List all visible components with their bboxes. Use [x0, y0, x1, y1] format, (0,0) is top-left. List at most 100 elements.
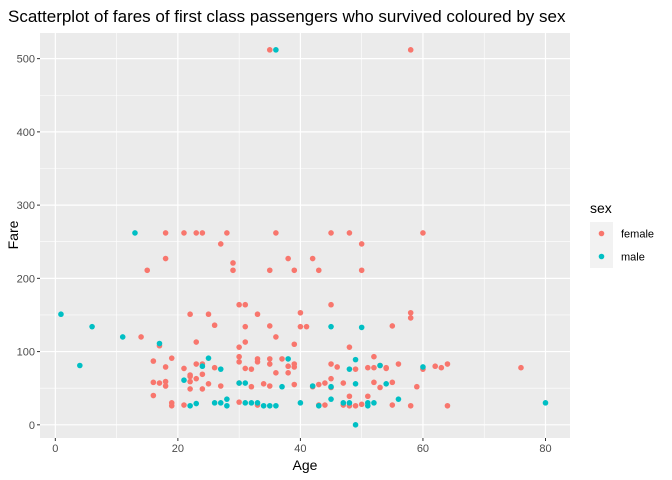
- data-point-female: [328, 375, 334, 382]
- data-point-female: [315, 381, 322, 388]
- data-point-female: [187, 378, 193, 385]
- data-point-female: [334, 364, 340, 370]
- data-point-female: [389, 402, 396, 408]
- x-tick-label: 40: [294, 443, 306, 455]
- data-point-female: [377, 384, 383, 391]
- data-point-female: [297, 309, 304, 316]
- data-point-male: [383, 381, 389, 387]
- data-point-male: [352, 422, 359, 428]
- legend-label-female: female: [621, 229, 654, 241]
- data-point-male: [328, 383, 334, 390]
- data-point-female: [291, 364, 298, 370]
- data-point-male: [242, 380, 249, 386]
- data-point-female: [389, 323, 396, 329]
- data-point-male: [217, 400, 224, 406]
- data-point-male: [205, 355, 212, 361]
- data-point-female: [168, 402, 175, 409]
- data-point-male: [279, 383, 285, 390]
- data-point-female: [205, 381, 212, 387]
- data-point-female: [407, 315, 414, 321]
- data-point-female: [187, 386, 193, 392]
- data-point-female: [322, 380, 328, 386]
- data-point-female: [371, 379, 377, 386]
- data-point-female: [322, 402, 328, 408]
- legend-title: sex: [590, 200, 612, 216]
- data-point-male: [77, 362, 83, 369]
- data-point-female: [242, 339, 249, 345]
- data-point-female: [371, 364, 377, 371]
- data-point-female: [291, 341, 298, 348]
- data-point-male: [260, 402, 267, 409]
- data-point-male: [266, 402, 273, 409]
- data-point-female: [236, 344, 242, 350]
- legend: sex female male: [590, 200, 654, 268]
- y-tick-label: 500: [17, 54, 35, 66]
- data-point-female: [156, 380, 163, 386]
- data-point-female: [211, 322, 218, 329]
- data-points: [58, 47, 549, 428]
- legend-marker-male: [598, 253, 605, 260]
- data-point-female: [162, 378, 169, 385]
- data-point-female: [438, 364, 445, 371]
- data-point-female: [236, 353, 242, 360]
- data-point-female: [266, 267, 273, 274]
- y-tick-label: 0: [29, 420, 35, 432]
- data-point-female: [193, 339, 200, 345]
- data-point-female: [150, 392, 157, 399]
- data-point-male: [273, 402, 279, 409]
- data-point-male: [309, 383, 316, 389]
- data-point-female: [236, 399, 242, 405]
- data-point-male: [542, 400, 549, 406]
- data-point-male: [297, 400, 304, 406]
- data-point-female: [328, 301, 334, 308]
- legend-items: female male: [590, 222, 654, 268]
- data-point-female: [303, 323, 310, 330]
- data-point-male: [248, 400, 255, 406]
- data-point-female: [346, 344, 353, 350]
- data-point-female: [365, 364, 371, 371]
- data-point-female: [217, 383, 224, 389]
- data-point-female: [162, 255, 169, 262]
- data-point-male: [224, 396, 230, 402]
- data-point-female: [273, 334, 279, 340]
- data-point-female: [162, 383, 169, 389]
- data-point-male: [420, 364, 426, 370]
- data-point-female: [266, 361, 273, 367]
- data-point-male: [119, 334, 126, 340]
- data-point-female: [254, 311, 261, 318]
- data-point-female: [260, 381, 267, 387]
- data-point-female: [389, 379, 396, 386]
- data-point-male: [358, 324, 365, 331]
- x-tick-label: 60: [417, 443, 429, 455]
- y-tick-label: 200: [17, 273, 35, 285]
- data-point-male: [236, 380, 242, 386]
- data-point-female: [266, 47, 273, 53]
- data-point-male: [395, 396, 402, 402]
- data-point-female: [254, 359, 261, 365]
- data-point-female: [328, 361, 334, 367]
- data-point-female: [266, 383, 273, 389]
- x-axis-title: Age: [293, 457, 318, 473]
- data-point-female: [346, 393, 353, 400]
- data-point-male: [273, 47, 279, 53]
- data-point-female: [358, 401, 365, 408]
- data-point-female: [518, 364, 524, 371]
- data-point-female: [187, 311, 193, 318]
- data-point-female: [217, 241, 224, 247]
- data-point-female: [138, 334, 144, 340]
- data-point-female: [328, 230, 334, 236]
- data-point-female: [383, 364, 389, 371]
- data-point-female: [407, 402, 414, 409]
- y-tick-label: 400: [17, 127, 35, 139]
- data-point-male: [377, 362, 383, 369]
- data-point-female: [230, 267, 236, 274]
- data-point-male: [340, 400, 347, 406]
- data-point-male: [193, 400, 200, 407]
- data-point-female: [358, 241, 365, 247]
- data-point-female: [211, 364, 218, 371]
- data-point-female: [242, 365, 249, 372]
- data-point-female: [309, 255, 316, 262]
- data-point-female: [444, 361, 451, 367]
- data-point-male: [346, 366, 353, 372]
